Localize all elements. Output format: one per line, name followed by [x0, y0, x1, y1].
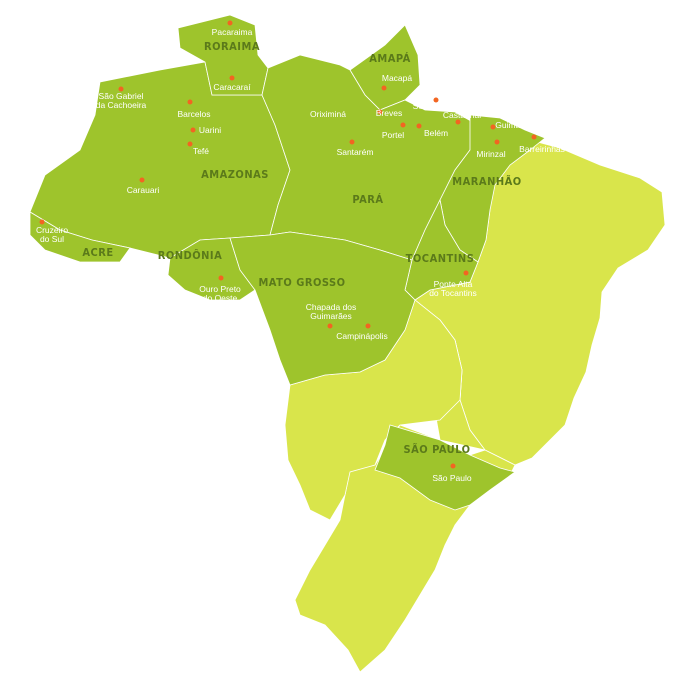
highlighted-regions	[29, 14, 546, 511]
city-label-chapada-2: Guimarães	[310, 311, 352, 321]
city-label-sao-paulo: São Paulo	[432, 473, 471, 483]
city-label-ouro-preto-2: do Oeste	[203, 293, 238, 303]
city-label-portel: Portel	[382, 130, 404, 140]
state-label-para: PARÁ	[352, 193, 383, 206]
city-marker-santarem	[349, 139, 355, 145]
state-maranhao	[439, 114, 546, 263]
city-label-breves: Breves	[376, 108, 402, 118]
city-label-oriximina: Oriximiná	[310, 109, 346, 119]
state-label-amapa: AMAPÁ	[369, 52, 411, 65]
state-label-roraima: RORAIMA	[204, 40, 260, 53]
city-label-belem: Belém	[424, 128, 448, 138]
state-labels: RORAIMA AMAPÁ AMAZONAS PARÁ MARANHÃO ACR…	[82, 40, 521, 456]
city-label-castanhal: Castanhal	[443, 110, 481, 120]
city-marker-barcelos	[187, 99, 193, 105]
state-mato-grosso	[229, 231, 416, 386]
state-rondonia	[167, 237, 256, 301]
state-sao-paulo	[374, 424, 516, 511]
city-marker-caracarai	[229, 75, 235, 81]
city-label-chapada-1: Chapada dos	[306, 302, 357, 312]
city-marker-belem	[416, 123, 422, 129]
city-marker-barreirinhas	[531, 134, 537, 140]
state-label-acre: ACRE	[82, 246, 113, 259]
city-marker-breves	[377, 109, 383, 115]
city-label-cruzeiro-1: Cruzeiro	[36, 225, 68, 235]
city-label-carauari: Carauari	[127, 185, 160, 195]
city-label-cruzeiro-2: do Sul	[40, 234, 64, 244]
city-marker-soure	[433, 97, 439, 103]
city-label-macapa: Macapá	[382, 73, 413, 83]
city-label-campinapolis: Campinápolis	[336, 331, 388, 341]
city-label-barreirinhas: Barreirinhas	[519, 144, 565, 154]
city-marker-macapa	[381, 85, 387, 91]
state-label-rondonia: RONDÔNIA	[158, 249, 223, 262]
city-label-ouro-preto-1: Ouro Preto	[199, 284, 241, 294]
city-marker-pacaraima	[227, 20, 233, 26]
city-markers	[39, 20, 537, 469]
city-label-sao-gabriel-2: da Cachoeira	[96, 100, 147, 110]
city-marker-carauari	[139, 177, 145, 183]
city-label-sao-gabriel-1: São Gabriel	[99, 91, 144, 101]
state-label-maranhao: MARANHÃO	[452, 175, 521, 188]
city-marker-sao-paulo	[450, 463, 456, 469]
city-label-guimaraes: Guimarães	[495, 120, 537, 130]
city-marker-campinapolis	[365, 323, 371, 329]
city-marker-portel	[400, 122, 406, 128]
city-label-ponte-alta-2: do Tocantins	[429, 288, 477, 298]
state-label-amazonas: AMAZONAS	[201, 168, 269, 181]
city-marker-cruzeiro	[39, 219, 45, 225]
city-label-uarini: Uarini	[199, 125, 221, 135]
city-marker-uarini	[190, 127, 196, 133]
city-label-mirinzal: Mirinzal	[476, 149, 505, 159]
state-label-tocantins: TOCANTINS	[406, 252, 475, 265]
city-marker-guimaraes	[490, 124, 496, 130]
state-label-mato-grosso: MATO GROSSO	[258, 276, 345, 289]
city-marker-ouro-preto	[218, 275, 224, 281]
city-label-pacaraima: Pacaraima	[212, 27, 253, 37]
city-label-caracarai: Caracaraí	[213, 82, 251, 92]
city-marker-castanhal	[455, 119, 461, 125]
city-marker-sao-gabriel	[118, 86, 124, 92]
city-label-soure: Soure	[413, 101, 436, 111]
city-marker-ponte-alta	[463, 270, 469, 276]
city-label-tefe: Tefé	[193, 146, 209, 156]
city-label-ponte-alta-1: Ponte Alta	[434, 279, 473, 289]
state-label-sao-paulo: SÃO PAULO	[403, 443, 470, 456]
city-label-barcelos: Barcelos	[177, 109, 210, 119]
state-acre	[29, 211, 131, 263]
city-marker-tefe	[187, 141, 193, 147]
city-label-santarem: Santarém	[337, 147, 374, 157]
city-marker-chapada	[327, 323, 333, 329]
city-marker-mirinzal	[494, 139, 500, 145]
city-labels: Pacaraima São Gabriel da Cachoeira Carac…	[36, 27, 565, 483]
